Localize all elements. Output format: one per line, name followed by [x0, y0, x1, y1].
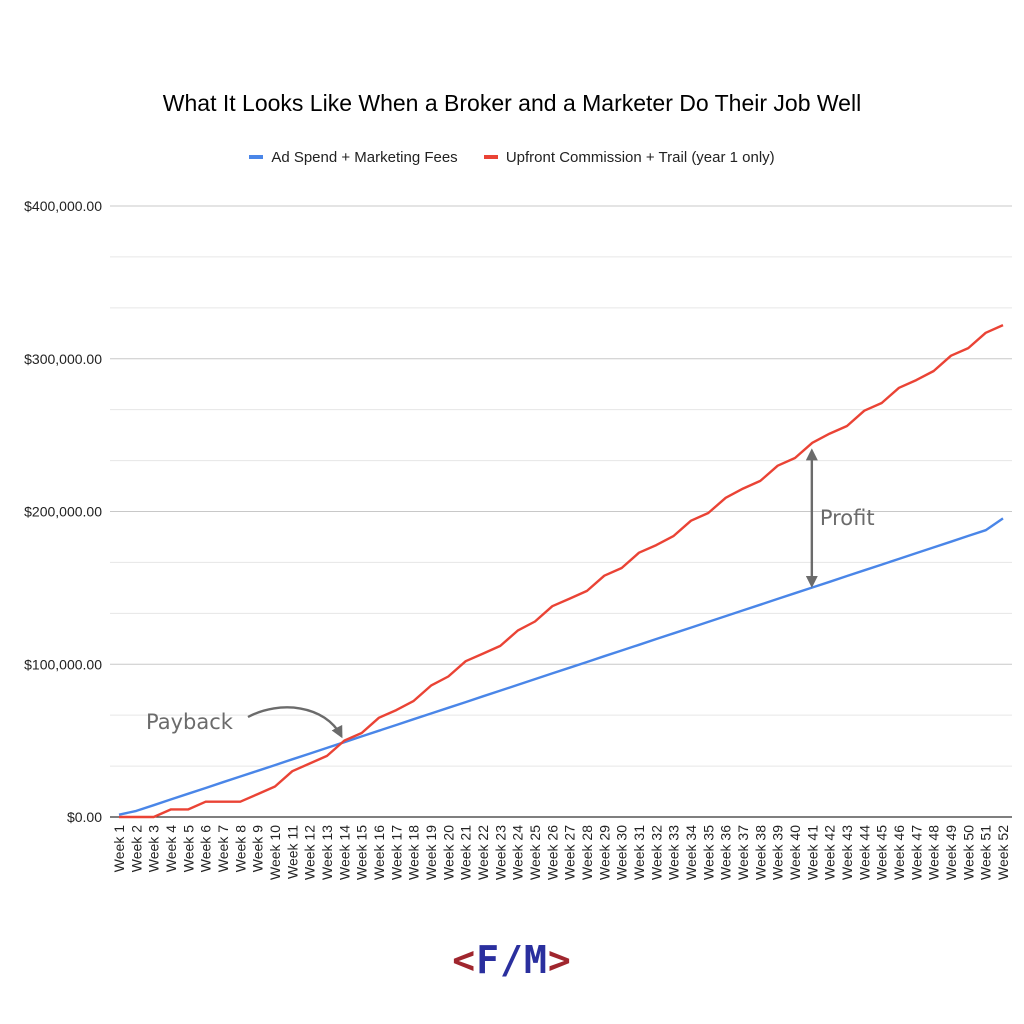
- logo-letter-f: F: [476, 938, 501, 982]
- x-tick-label: Week 44: [856, 825, 872, 880]
- x-tick-label: Week 32: [648, 825, 664, 880]
- x-tick-label: Week 46: [891, 825, 907, 880]
- legend-label-commission: Upfront Commission + Trail (year 1 only): [505, 149, 775, 166]
- x-tick-label: Week 13: [319, 825, 335, 880]
- x-tick-label: Week 26: [544, 825, 560, 880]
- fm-logo: <F/M>: [0, 938, 1024, 982]
- y-tick-label: $300,000.00: [24, 351, 102, 367]
- x-tick-label: Week 47: [908, 825, 924, 880]
- x-tick-label: Week 23: [492, 825, 508, 880]
- y-tick-label: $400,000.00: [24, 198, 102, 214]
- x-tick-label: Week 52: [995, 825, 1011, 880]
- x-axis-ticks: Week 1 Week 2 Week 3 Week 4 Week 5 Week 6 Week…: [111, 825, 1011, 880]
- x-tick-label: Week 27: [562, 825, 578, 880]
- y-tick-label: $0.00: [67, 809, 102, 825]
- gridlines: [110, 205, 1012, 818]
- y-tick-label: $100,000.00: [24, 656, 102, 672]
- x-tick-label: Week 3: [146, 825, 162, 872]
- x-tick-label: Week 45: [874, 825, 890, 880]
- x-tick-label: Week 7: [215, 825, 231, 872]
- x-tick-label: Week 38: [752, 825, 768, 880]
- x-tick-label: Week 16: [371, 825, 387, 880]
- x-tick-label: Week 6: [198, 825, 214, 872]
- x-tick-label: Week 48: [926, 825, 942, 880]
- x-tick-label: Week 24: [510, 825, 526, 880]
- x-tick-label: Week 31: [631, 825, 647, 880]
- x-tick-label: Week 21: [458, 825, 474, 880]
- legend-item-commission[interactable]: Upfront Commission + Trail (year 1 only): [483, 149, 775, 166]
- x-tick-label: Week 8: [232, 825, 248, 872]
- x-tick-label: Week 41: [804, 825, 820, 880]
- x-tick-label: Week 40: [787, 825, 803, 880]
- x-tick-label: Week 34: [683, 825, 699, 880]
- x-tick-label: Week 29: [596, 825, 612, 880]
- x-tick-label: Week 12: [302, 825, 318, 880]
- x-tick-label: Week 19: [423, 825, 439, 880]
- x-tick-label: Week 9: [250, 825, 266, 872]
- x-tick-label: Week 22: [475, 825, 491, 880]
- x-tick-label: Week 42: [822, 825, 838, 880]
- x-tick-label: Week 25: [527, 825, 543, 880]
- x-tick-label: Week 39: [770, 825, 786, 880]
- x-tick-label: Week 37: [735, 825, 751, 880]
- chart-title: What It Looks Like When a Broker and a M…: [162, 90, 862, 116]
- legend: Ad Spend + Marketing Fees Upfront Commis…: [0, 149, 1024, 166]
- x-tick-label: Week 5: [180, 825, 196, 872]
- logo-letter-m: M: [523, 938, 548, 982]
- legend-label-ad-spend: Ad Spend + Marketing Fees: [271, 149, 458, 166]
- x-tick-label: Week 14: [336, 825, 352, 880]
- x-tick-label: Week 43: [839, 825, 855, 880]
- x-tick-label: Week 10: [267, 825, 283, 880]
- logo-open-bracket: <: [452, 938, 477, 982]
- x-tick-label: Week 36: [718, 825, 734, 880]
- x-tick-label: Week 51: [978, 825, 994, 880]
- legend-swatch-ad-spend: [249, 155, 264, 160]
- legend-item-ad-spend[interactable]: Ad Spend + Marketing Fees: [249, 149, 458, 166]
- x-tick-label: Week 1: [111, 825, 127, 872]
- annotations: Payback Profit: [146, 448, 875, 739]
- series-line-commission[interactable]: [119, 324, 1004, 819]
- x-tick-label: Week 18: [406, 825, 422, 880]
- x-tick-label: Week 4: [163, 825, 179, 872]
- x-tick-label: Week 17: [388, 825, 404, 880]
- x-tick-label: Week 15: [354, 825, 370, 880]
- x-tick-label: Week 30: [614, 825, 630, 880]
- y-tick-label: $200,000.00: [24, 504, 102, 520]
- profit-label: Profit: [820, 506, 875, 530]
- legend-swatch-commission: [483, 155, 498, 160]
- x-tick-label: Week 33: [666, 825, 682, 880]
- x-tick-label: Week 20: [440, 825, 456, 880]
- x-tick-label: Week 50: [960, 825, 976, 880]
- x-tick-label: Week 35: [700, 825, 716, 880]
- logo-close-bracket: >: [547, 938, 572, 982]
- y-axis-ticks: $0.00 $100,000.00 $200,000.00 $300,000.00 $4…: [24, 198, 102, 825]
- x-tick-label: Week 2: [128, 825, 144, 872]
- x-tick-label: Week 49: [943, 825, 959, 880]
- series-lines: [118, 324, 1004, 819]
- series-line-ad-spend[interactable]: [118, 517, 1004, 816]
- logo-slash: /: [500, 938, 524, 982]
- x-tick-label: Week 28: [579, 825, 595, 880]
- payback-arrow: [247, 706, 343, 739]
- payback-label: Payback: [146, 710, 234, 734]
- x-tick-label: Week 11: [284, 825, 300, 879]
